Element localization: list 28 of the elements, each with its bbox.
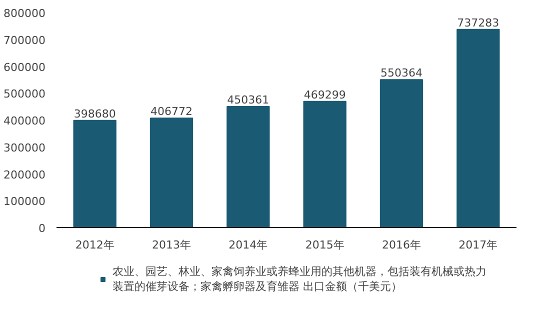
x-tick-label: 2017年 xyxy=(458,238,498,252)
bar xyxy=(73,120,116,228)
x-tick-label: 2016年 xyxy=(382,238,422,252)
legend-label: 农业、园艺、林业、家禽饲养业或养蜂业用的其他机器，包括装有机械或热力装置的催芽设备；家禽孵卵器及育雏器 出口金额（千美元） xyxy=(112,264,486,294)
x-tick-label: 2014年 xyxy=(228,238,268,252)
bar xyxy=(380,79,424,228)
bar xyxy=(456,28,500,228)
y-tick-label: 300000 xyxy=(4,141,46,154)
bar xyxy=(226,106,270,228)
data-label: 469299 xyxy=(304,88,346,102)
data-label: 450361 xyxy=(227,93,270,106)
bar xyxy=(303,100,346,228)
y-tick-label: 200000 xyxy=(4,168,46,182)
x-tick-label: 2012年 xyxy=(75,238,114,252)
bar xyxy=(150,118,194,228)
data-label: 398680 xyxy=(74,107,116,120)
data-label: 737283 xyxy=(457,16,500,30)
y-tick-label: 700000 xyxy=(4,34,46,47)
y-tick-label: 400000 xyxy=(4,114,46,128)
y-tick-label: 0 xyxy=(38,222,46,235)
y-tick-label: 100000 xyxy=(4,195,46,208)
y-tick-label: 800000 xyxy=(4,7,46,20)
data-label: 550364 xyxy=(380,66,423,80)
x-tick-label: 2015年 xyxy=(305,238,344,252)
y-tick-label: 600000 xyxy=(4,60,46,74)
data-label: 406772 xyxy=(150,105,193,118)
x-tick-label: 2013年 xyxy=(152,238,192,252)
y-tick-label: 500000 xyxy=(4,88,46,101)
